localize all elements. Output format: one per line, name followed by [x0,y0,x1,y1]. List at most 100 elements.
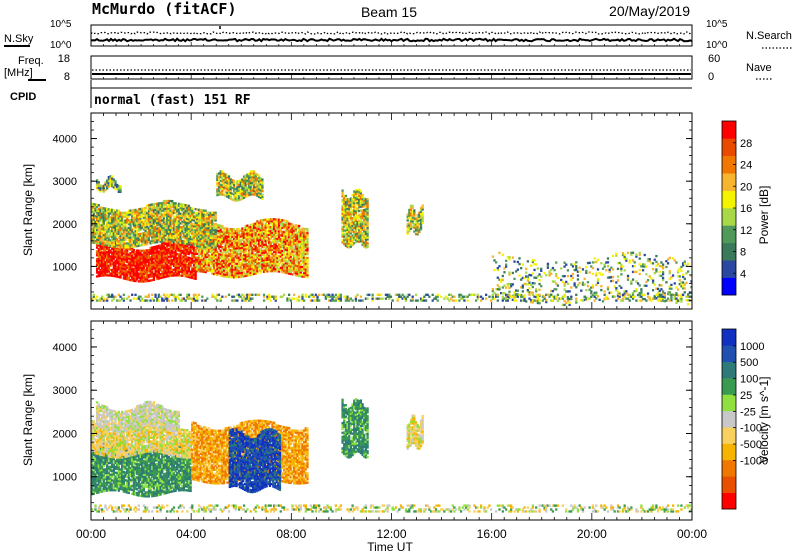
power-cell [344,229,348,232]
power-cell [201,241,204,244]
power-cell [348,236,351,239]
power-cell [261,186,264,189]
power-cell [269,218,272,221]
power-cell [141,278,144,281]
power-cell [101,241,104,244]
power-cell [169,221,172,224]
power-cell [162,241,166,244]
power-cell [281,245,284,249]
power-cell [127,240,130,243]
power-cell [112,237,115,241]
power-cell [222,261,226,264]
power-cell [151,265,154,268]
power-cell [226,264,229,267]
power-cell [129,242,132,245]
power-cell [137,233,141,236]
power-cell [102,247,105,250]
power-cell [216,225,219,229]
power-cell [206,261,209,264]
power-cell [99,274,102,277]
power-cell [169,209,172,212]
power-cell [216,180,219,183]
power-cell [171,236,174,239]
power-cell [181,268,184,272]
power-cell [269,245,272,248]
power-cell [349,237,353,241]
power-cell [177,270,181,273]
power-cell [154,260,157,264]
power-cell [166,230,169,233]
power-cell [104,247,107,250]
power-cell [251,236,254,240]
power-cell [102,233,105,237]
power-cell [136,229,139,232]
power-cell [202,238,206,241]
power-cell [132,232,136,235]
power-cell [364,207,368,211]
power-cell [247,228,251,231]
power-cell [211,223,214,226]
power-cell [186,212,189,215]
power-cell [214,217,217,220]
power-cell [202,224,206,228]
power-cell [229,185,232,189]
power-cell [284,248,287,251]
power-cell [197,222,201,225]
power-cell [114,261,117,265]
power-cell [146,264,149,267]
power-cell [144,243,147,246]
power-cell [259,187,262,190]
power-cell [134,277,137,281]
power-cell [247,226,251,229]
power-cell [157,254,161,257]
power-cell [306,247,309,250]
power-cell [346,222,349,226]
power-cell [232,193,236,196]
power-cell [129,273,132,276]
power-cell [249,229,252,232]
power-cell [211,253,214,256]
power-cell [298,242,301,245]
power-cell [186,248,189,251]
power-cell [232,231,236,235]
power-cell [102,268,105,271]
power-cell [246,226,249,229]
power-cell [232,249,236,252]
power-cell [262,270,266,273]
power-cell [234,253,237,256]
power-cell [236,254,239,258]
power-cell [204,230,207,233]
power-cell [304,260,307,263]
power-cell [96,269,99,272]
power-cell [197,256,201,259]
power-cell [349,212,353,216]
power-cell [234,199,237,202]
power-cell [231,243,234,246]
power-cell [282,269,286,272]
power-cell [129,248,132,251]
power-cell [127,247,130,251]
power-cell [284,240,287,244]
power-cell [104,253,107,256]
power-cell [174,251,177,254]
power-cell [498,288,501,291]
power-cell [109,255,112,258]
power-cell [217,229,221,233]
power-cell [227,258,231,261]
power-cell [106,183,109,186]
power-cell [217,176,221,179]
power-cell [111,243,114,246]
power-cell [99,212,102,215]
power-cell [266,224,269,227]
power-cell [161,270,164,273]
power-cell [254,176,257,179]
power-cell [102,237,105,241]
power-cell [171,245,174,248]
power-cell [111,257,114,260]
power-cell [177,204,181,207]
power-cell [356,207,359,210]
power-cell [187,243,191,246]
power-cell [416,219,419,223]
power-cell [353,219,356,222]
power-cell [261,178,264,181]
